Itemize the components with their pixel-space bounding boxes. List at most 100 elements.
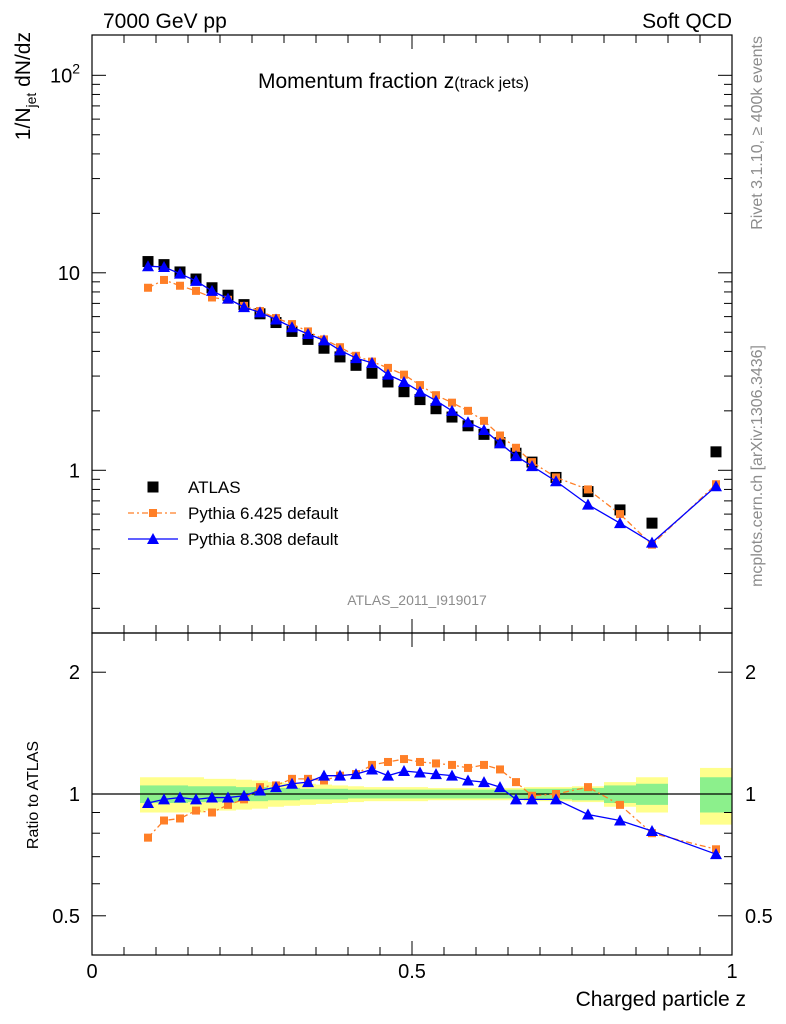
ratio-data-point (176, 814, 184, 823)
stat-uncertainty-band (700, 777, 732, 813)
ratio-y-tick-label-right: 0.5 (745, 906, 773, 928)
header-category-label: Soft QCD (642, 10, 732, 33)
tick-label-base: 10 (58, 263, 80, 285)
ratio-data-point (222, 791, 234, 803)
main-title-subscript: (track jets) (454, 75, 529, 92)
ratio-data-point (414, 766, 426, 778)
main-axis-ticks (91, 35, 733, 633)
data-point (710, 446, 722, 458)
main-series-group (142, 256, 722, 549)
tick-label-base: 1 (69, 460, 80, 482)
data-point (398, 375, 410, 387)
data-point (414, 394, 426, 406)
ratio-data-point (584, 783, 592, 792)
ratio-plot-frame (91, 632, 733, 956)
ratio-data-point (334, 769, 346, 781)
ratio-data-point (416, 757, 424, 766)
data-point (160, 275, 168, 284)
main-y-label-head: 1/N (12, 108, 35, 141)
ratio-y-tick-label: 0.5 (52, 906, 80, 928)
ratio-data-point (510, 793, 522, 805)
ratio-series-1 (142, 763, 722, 860)
ratio-data-point (646, 825, 658, 837)
data-point (400, 370, 408, 379)
data-point (430, 394, 442, 406)
data-point (302, 327, 314, 339)
side-label-rivet: Rivet 3.1.10, ≥ 400k events (749, 36, 766, 230)
main-title: Momentum fraction z(track jets) (258, 70, 529, 93)
ratio-data-point (382, 769, 394, 781)
data-point (462, 416, 474, 428)
data-point (382, 368, 394, 380)
data-point (526, 460, 538, 472)
main-y-label-sub: jet (23, 93, 39, 109)
ratio-data-point (350, 768, 362, 780)
data-point (446, 411, 458, 423)
data-point (142, 260, 154, 272)
ratio-y-tick-label: 2 (69, 662, 80, 684)
data-point (318, 342, 330, 354)
ratio-data-point (144, 833, 152, 842)
data-point (176, 281, 184, 290)
data-point (192, 286, 200, 295)
data-point (646, 517, 658, 529)
ratio-data-point (270, 781, 282, 793)
side-label-mcplots: mcplots.cern.ch [arXiv:1306.3436] (749, 345, 766, 587)
data-point (286, 321, 298, 333)
ratio-y-axis-label: Ratio to ATLAS (25, 741, 42, 849)
ratio-data-point (158, 793, 170, 805)
main-y-tick-label: 10 (58, 263, 80, 285)
data-point (350, 352, 362, 364)
legend-label: Pythia 8.308 default (188, 530, 339, 549)
legend: ATLAS Pythia 6.425 default Pythia 8.308 de… (128, 478, 339, 549)
data-point (478, 423, 490, 435)
data-point (350, 359, 362, 371)
ratio-data-point (464, 763, 472, 772)
main-y-tick-label: 1 (69, 460, 80, 482)
data-point (366, 367, 378, 379)
ratio-data-point (224, 800, 232, 809)
ratio-data-point (254, 784, 266, 796)
ratio-data-point (400, 755, 408, 764)
data-point (614, 517, 626, 529)
ratio-data-point (550, 793, 562, 805)
tick-label-exponent: 2 (72, 60, 80, 76)
ratio-y-tick-label-right: 1 (745, 784, 756, 806)
data-point (208, 293, 216, 302)
main-series-2 (142, 260, 722, 548)
ratio-data-point (318, 769, 330, 781)
data-point (512, 443, 520, 452)
main-title-variable: z (444, 70, 455, 93)
legend-label: Pythia 6.425 default (188, 504, 339, 523)
analysis-label: ATLAS_2011_I919017 (347, 592, 487, 608)
ratio-data-point (174, 791, 186, 803)
data-point (174, 267, 186, 279)
ratio-data-point (142, 797, 154, 809)
data-point (710, 480, 722, 492)
ratio-data-point (206, 791, 218, 803)
data-point (446, 404, 458, 416)
main-title-text: Momentum fraction (258, 70, 438, 93)
data-point (206, 284, 218, 296)
data-point (302, 333, 314, 345)
legend-marker (149, 509, 157, 517)
data-point (464, 406, 472, 415)
data-point (510, 450, 522, 462)
ratio-data-point (446, 769, 458, 781)
main-y-tick-label: 102 (50, 60, 80, 87)
ratio-data-point (192, 806, 200, 815)
ratio-data-point (398, 764, 410, 776)
data-point (190, 274, 202, 286)
main-y-tick-labels: 1 10 102 (50, 60, 80, 482)
ratio-data-point (512, 778, 520, 787)
ratio-y-tick-label: 1 (69, 784, 80, 806)
ratio-y-tick-label-right: 2 (745, 662, 756, 684)
data-point (254, 306, 266, 318)
ratio-data-point (582, 808, 594, 820)
data-point (430, 403, 442, 415)
ratio-data-point (366, 763, 378, 775)
data-point (222, 292, 234, 304)
data-point (582, 498, 594, 510)
data-point (270, 313, 282, 325)
